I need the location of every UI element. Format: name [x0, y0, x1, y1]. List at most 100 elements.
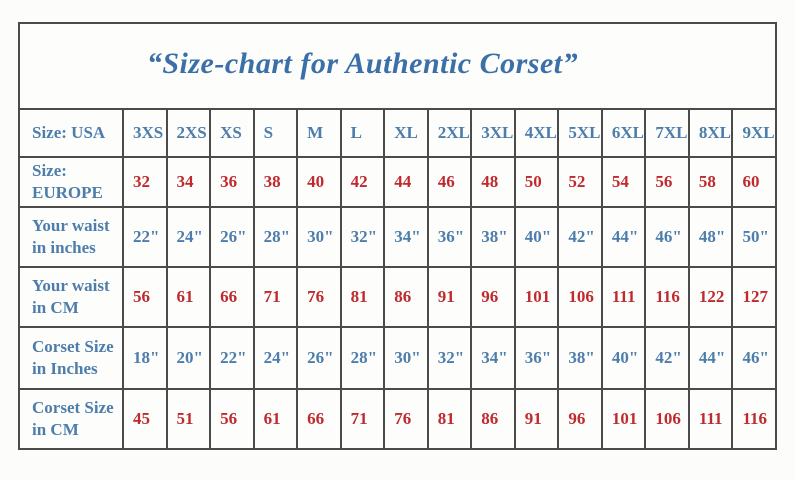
table-cell: 76: [383, 388, 429, 451]
table-row: Your waist in CM 56 61 66 71 76 81 86 91 96 101 106…: [18, 266, 777, 329]
table-cell: XL: [383, 108, 429, 158]
table-cell: 52: [557, 155, 603, 209]
table-row: Your waist in inches 22" 24" 26" 28" 30" 32" 34…: [18, 206, 777, 269]
table-cell: 30": [383, 326, 429, 391]
table-cell: 9XL: [731, 108, 777, 158]
table-cell: 86: [470, 388, 516, 451]
row-header: Corset Size in Inches: [18, 326, 124, 391]
table-cell: 42": [644, 326, 690, 391]
table-row: Corset Size in Inches 18" 20" 22" 24" 26" 28" 3…: [18, 326, 777, 391]
table-cell: 56: [209, 388, 255, 451]
table-cell: 71: [252, 266, 299, 329]
table-cell: 38": [470, 206, 516, 269]
table-cell: 111: [600, 266, 647, 329]
table-cell: 76: [296, 266, 342, 329]
table-cell: 22": [122, 206, 168, 269]
table-row: Corset Size in CM 45 51 56 61 66 71 76 81 86 91 96 1…: [18, 388, 777, 451]
table-cell: 46: [426, 155, 473, 209]
table-cell: 28": [339, 326, 386, 391]
table-cell: 44: [383, 155, 429, 209]
table-cell: 58: [687, 155, 734, 209]
table-cell: 42: [339, 155, 386, 209]
table-cell: 101: [600, 388, 647, 451]
table-cell: 34": [383, 206, 429, 269]
table-cell: 34": [470, 326, 516, 391]
table-cell: 46": [644, 206, 690, 269]
table-cell: 20": [165, 326, 212, 391]
table-cell: 106: [557, 266, 603, 329]
table-cell: L: [339, 108, 386, 158]
table-cell: 42": [557, 206, 603, 269]
table-cell: 127: [731, 266, 777, 329]
table-cell: 56: [122, 266, 168, 329]
table-cell: 116: [731, 388, 777, 451]
table-cell: 101: [513, 266, 560, 329]
row-header: Size: USA: [18, 108, 124, 158]
table-cell: 50: [513, 155, 560, 209]
table-cell: 38": [557, 326, 603, 391]
table-cell: 2XS: [165, 108, 212, 158]
table-cell: 96: [470, 266, 516, 329]
table-cell: 36": [426, 206, 473, 269]
table-cell: 34: [165, 155, 212, 209]
table-cell: 22": [209, 326, 255, 391]
table-cell: 54: [600, 155, 647, 209]
table-cell: 7XL: [644, 108, 690, 158]
table-cell: 122: [687, 266, 734, 329]
table-row: Size: USA 3XS 2XS XS S M L XL 2XL 3XL 4XL 5XL 6XL 7XL…: [18, 108, 777, 158]
table-cell: 51: [165, 388, 212, 451]
table-cell: 40": [513, 206, 560, 269]
table-cell: 44": [600, 206, 647, 269]
table-cell: 106: [644, 388, 690, 451]
title-row: “Size-chart for Authentic Corset”: [18, 22, 777, 110]
table-cell: 24": [165, 206, 212, 269]
table-cell: 38: [252, 155, 299, 209]
table-cell: 3XL: [470, 108, 516, 158]
table-cell: 18": [122, 326, 168, 391]
row-header: Your waist in inches: [18, 206, 124, 269]
table-cell: 71: [339, 388, 386, 451]
table-cell: 91: [513, 388, 560, 451]
table-cell: 48: [470, 155, 516, 209]
table-cell: 91: [426, 266, 473, 329]
table-cell: 32": [339, 206, 386, 269]
table-cell: 32: [122, 155, 168, 209]
table-cell: 45: [122, 388, 168, 451]
table-cell: 81: [426, 388, 473, 451]
table-cell: 66: [209, 266, 255, 329]
size-chart: “Size-chart for Authentic Corset” Size: …: [18, 22, 777, 451]
table-cell: 6XL: [600, 108, 647, 158]
size-chart-table: “Size-chart for Authentic Corset” Size: …: [18, 22, 777, 451]
table-cell: 46": [731, 326, 777, 391]
table-cell: 36: [209, 155, 255, 209]
table-cell: 81: [339, 266, 386, 329]
table-cell: 61: [252, 388, 299, 451]
row-header: Size: EUROPE: [18, 155, 124, 209]
table-cell: 96: [557, 388, 603, 451]
table-cell: 61: [165, 266, 212, 329]
table-cell: S: [252, 108, 299, 158]
table-cell: 26": [209, 206, 255, 269]
table-cell: 40": [600, 326, 647, 391]
table-cell: 36": [513, 326, 560, 391]
table-cell: 48": [687, 206, 734, 269]
table-cell: 66: [296, 388, 342, 451]
table-cell: 4XL: [513, 108, 560, 158]
table-cell: 50": [731, 206, 777, 269]
chart-title: “Size-chart for Authentic Corset”: [18, 22, 777, 110]
table-cell: 86: [383, 266, 429, 329]
table-cell: 116: [644, 266, 690, 329]
table-cell: 40: [296, 155, 342, 209]
table-cell: 28": [252, 206, 299, 269]
table-cell: 60: [731, 155, 777, 209]
table-cell: 30": [296, 206, 342, 269]
table-cell: 32": [426, 326, 473, 391]
table-cell: 8XL: [687, 108, 734, 158]
table-cell: 26": [296, 326, 342, 391]
table-cell: M: [296, 108, 342, 158]
table-cell: 3XS: [122, 108, 168, 158]
table-cell: 24": [252, 326, 299, 391]
row-header: Corset Size in CM: [18, 388, 124, 451]
row-header: Your waist in CM: [18, 266, 124, 329]
table-cell: 44": [687, 326, 734, 391]
